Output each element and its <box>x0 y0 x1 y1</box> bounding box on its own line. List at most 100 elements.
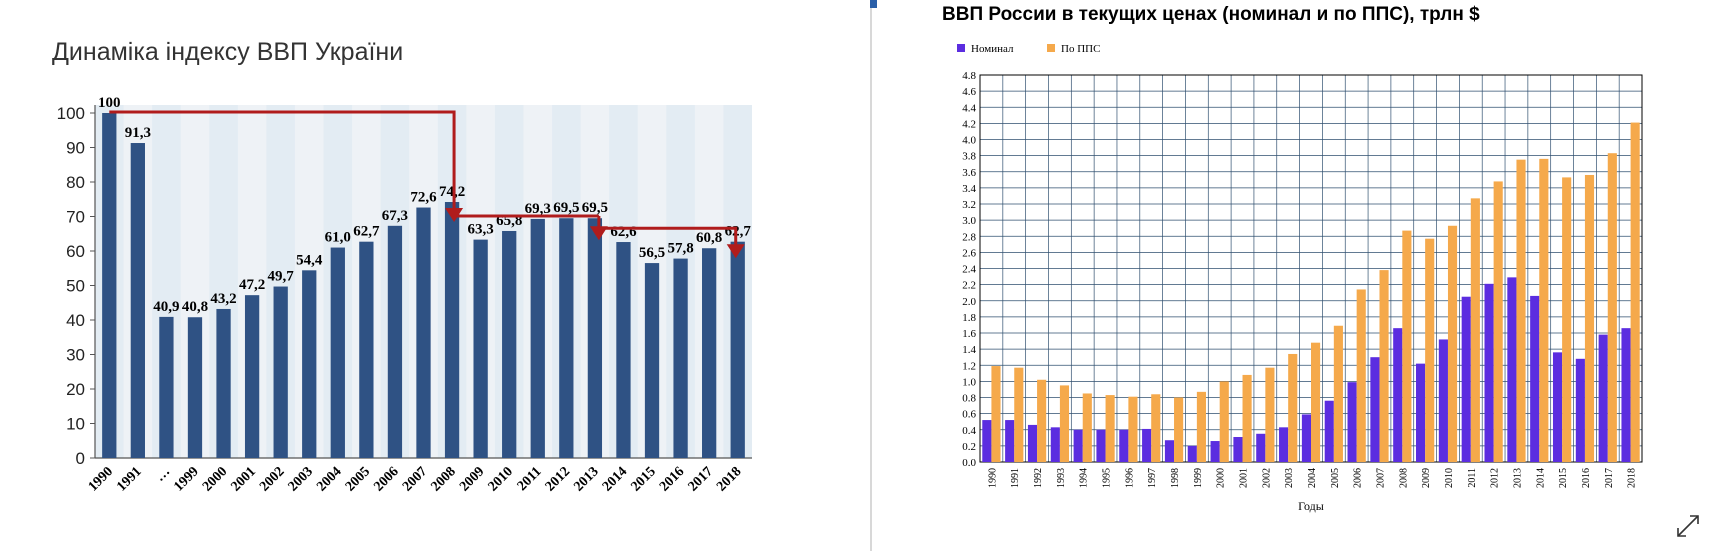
bar-ppp <box>1584 174 1595 462</box>
x-tick-label: 2014 <box>600 464 630 494</box>
x-tick-label: 1991 <box>114 464 144 494</box>
y-tick-label: 4.2 <box>962 118 976 130</box>
y-tick-label: 2.4 <box>962 264 976 276</box>
x-tick-label: 2015 <box>628 464 658 494</box>
x-axis-title: Годы <box>1298 499 1324 513</box>
bar-ppp <box>1037 379 1047 462</box>
y-tick-label: 60 <box>66 242 85 261</box>
data-label: 57,8 <box>667 241 693 257</box>
y-tick-label: 4.6 <box>962 86 976 98</box>
bar-nominal <box>982 420 992 462</box>
y-tick-label: 100 <box>57 104 85 123</box>
ukraine-gdp-panel: Динаміка індексу ВВП України 0 10 20 30 40 50… <box>52 38 752 495</box>
data-label: 62,7 <box>725 224 752 240</box>
bar <box>673 258 688 458</box>
x-tick-label: 1998 <box>1170 468 1181 488</box>
y-tick-label: 1.2 <box>962 360 976 372</box>
bar-ppp <box>1288 353 1298 462</box>
y-tick-label: 1.6 <box>962 328 976 340</box>
bar <box>644 263 660 458</box>
russia-gdp-panel: ВВП России в текущих ценах (номинал и по… <box>872 0 1715 551</box>
bar <box>130 143 145 458</box>
x-tick-label: 2007 <box>1375 468 1386 488</box>
x-tick-label: 2016 <box>1581 468 1592 488</box>
bar-ppp <box>1265 367 1275 462</box>
russia-chart-title: ВВП России в текущих ценах (номинал и по… <box>942 4 1480 25</box>
russia-gdp-chart: Номинал По ППС 0.0 0.2 0.4 0.6 0.8 1.0 1.2 1.4 1.6… <box>957 43 1643 513</box>
bar-ppp <box>1539 158 1549 462</box>
y-tick-label: 0 <box>76 449 85 468</box>
y-tick-label: 20 <box>66 380 85 399</box>
bar-ppp <box>1379 270 1389 462</box>
x-tick-label: 1990 <box>987 468 998 488</box>
bar <box>473 239 488 458</box>
bar-ppp <box>1174 397 1184 462</box>
trend-arrow-head <box>726 244 745 259</box>
x-tick-label: 2007 <box>400 464 430 494</box>
y-tick-label: 3.8 <box>962 151 976 163</box>
bar-nominal <box>1142 428 1152 462</box>
bar <box>416 207 431 458</box>
x-tick-label: 1993 <box>1056 468 1067 488</box>
x-tick-label: … <box>153 464 174 485</box>
x-tick-label: 2014 <box>1535 468 1546 488</box>
bar-nominal <box>1621 328 1631 462</box>
expand-diagonal-icon[interactable] <box>1675 513 1701 539</box>
bar <box>730 241 745 458</box>
x-tick-label: 2009 <box>1421 468 1432 488</box>
y-tick-label: 0.2 <box>962 441 976 453</box>
x-tick-label: 2010 <box>1444 468 1455 488</box>
x-tick-label: 2011 <box>1467 468 1478 488</box>
bar <box>273 286 288 458</box>
data-label: 40,8 <box>182 299 208 315</box>
bar-nominal <box>1096 429 1106 462</box>
bar <box>187 317 203 458</box>
x-tick-label: 2015 <box>1558 468 1569 488</box>
trend-arrows <box>109 110 745 259</box>
y-tick-label: 0.0 <box>962 457 976 469</box>
x-tick-label: 2010 <box>486 464 516 494</box>
bar-ppp <box>1059 385 1070 462</box>
bar-nominal <box>1530 295 1540 462</box>
y-tick-label: 4.8 <box>962 70 976 82</box>
bar-nominal <box>1438 339 1448 462</box>
bar-ppp <box>1105 395 1115 462</box>
bar-nominal <box>1393 328 1403 462</box>
x-tick-label: 2018 <box>714 464 744 494</box>
data-label: 61,0 <box>325 230 351 246</box>
y-tick-label: 0.6 <box>962 409 976 421</box>
trend-arrow-line <box>598 226 738 247</box>
y-tick-label: 3.6 <box>962 167 976 179</box>
legend-label: По ППС <box>1061 43 1100 55</box>
bar-nominal <box>1484 283 1494 462</box>
bar-ppp <box>1516 159 1526 462</box>
x-tick-label: 1996 <box>1124 468 1135 488</box>
x-tick-label: 2008 <box>428 464 458 494</box>
bar <box>502 230 517 458</box>
bar-ppp <box>1630 122 1640 462</box>
bar-ppp <box>1151 394 1161 462</box>
data-label: 49,7 <box>268 269 295 285</box>
y-tick-label: 30 <box>66 346 85 365</box>
trend-arrow-line <box>109 110 456 211</box>
panel-divider <box>870 0 872 551</box>
data-label: 63,3 <box>468 222 494 238</box>
y-tick-label: 10 <box>66 415 85 434</box>
x-tick-label: 2018 <box>1627 468 1638 488</box>
bar <box>330 247 345 458</box>
bar-nominal <box>1256 433 1266 462</box>
x-tick-label: 2003 <box>1284 468 1295 488</box>
x-tick-label: 2017 <box>1604 468 1615 488</box>
x-tick-label: 2017 <box>686 464 716 494</box>
x-tick-label: 2016 <box>657 464 687 494</box>
bar-nominal <box>1027 424 1038 462</box>
legend-label: Номинал <box>971 43 1014 55</box>
x-tick-label: 2009 <box>457 464 487 494</box>
bar-ppp <box>1311 342 1321 462</box>
y-tick-label: 1.4 <box>962 344 976 356</box>
bar-ppp <box>1196 391 1206 462</box>
y-tick-label: 4.0 <box>962 135 976 147</box>
bar-nominal <box>1461 296 1471 462</box>
data-label: 67,3 <box>382 208 408 224</box>
